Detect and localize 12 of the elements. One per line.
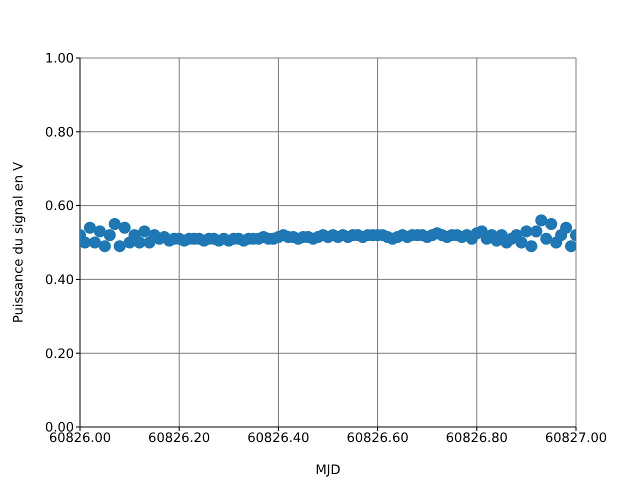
- y-tick-label: 0.20: [45, 346, 74, 362]
- x-axis-title: MJD: [315, 463, 341, 478]
- y-tick-label: 0.40: [45, 273, 74, 288]
- x-tick-label: 60826.20: [148, 431, 210, 446]
- y-axis-title: Puissance du signal en V: [12, 162, 27, 323]
- x-tick-label: 60826.60: [346, 431, 409, 446]
- x-tick-label: 60826.40: [247, 431, 310, 446]
- x-tick-label: 60826.80: [446, 431, 508, 446]
- x-tick-label: 60827.00: [544, 431, 608, 446]
- y-tick-label: 1.00: [45, 52, 74, 67]
- y-tick-label: 0.80: [45, 125, 74, 140]
- y-tick-label: 0.60: [45, 199, 74, 214]
